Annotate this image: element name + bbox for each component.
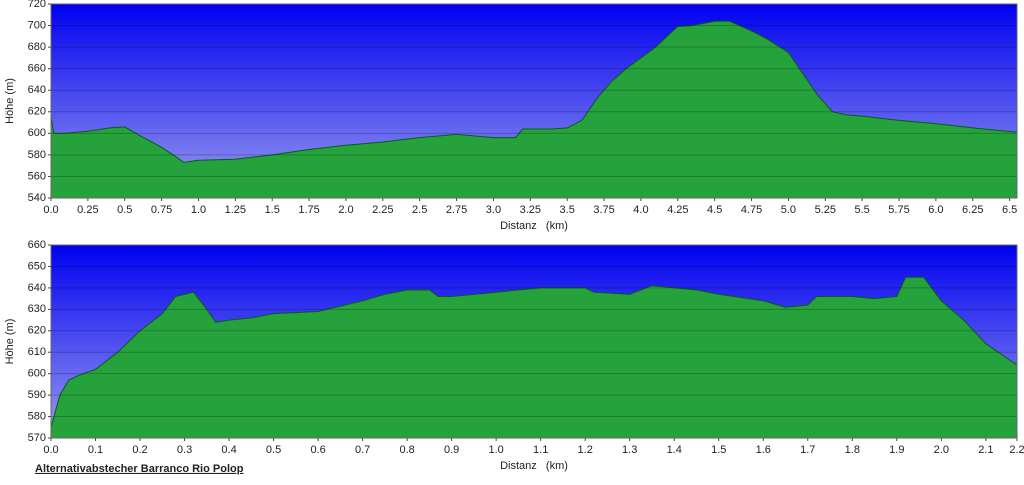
x-tick-label: 2.0	[338, 204, 353, 216]
x-tick-label: 2.0	[934, 444, 949, 456]
x-tick-label: 2.75	[446, 204, 467, 216]
elevation-area	[50, 276, 1018, 439]
y-tick-label: 620	[28, 106, 46, 118]
x-tick-label: 0.7	[355, 444, 370, 456]
x-tick-label: 0.4	[221, 444, 236, 456]
x-tick-label: 1.0	[489, 444, 504, 456]
y-tick-label: 700	[28, 19, 46, 31]
y-axis-label: Höhe (m)	[4, 319, 16, 365]
y-tick-label: 560	[28, 170, 46, 182]
x-axis-label: Distanz (km)	[500, 460, 568, 472]
y-tick-label: 570	[28, 432, 46, 444]
x-tick-label: 2.2	[1009, 444, 1024, 456]
x-tick-label: 3.5	[560, 204, 575, 216]
x-tick-label: 0.0	[43, 204, 58, 216]
x-tick-label: 5.0	[781, 204, 796, 216]
x-tick-label: 0.5	[266, 444, 281, 456]
x-tick-label: 1.75	[298, 204, 319, 216]
x-tick-label: 1.6	[756, 444, 771, 456]
x-tick-label: 4.0	[633, 204, 648, 216]
x-tick-label: 1.3	[622, 444, 637, 456]
x-tick-label: 5.25	[815, 204, 836, 216]
x-tick-label: 1.9	[889, 444, 904, 456]
x-tick-label: 0.6	[310, 444, 325, 456]
y-tick-label: 600	[28, 127, 46, 139]
x-tick-label: 0.3	[177, 444, 192, 456]
x-tick-label: 4.75	[741, 204, 762, 216]
x-tick-label: 5.5	[854, 204, 869, 216]
x-tick-label: 3.25	[520, 204, 541, 216]
x-tick-label: 1.4	[667, 444, 682, 456]
x-tick-label: 5.75	[888, 204, 909, 216]
y-tick-label: 620	[28, 325, 46, 337]
y-tick-label: 650	[28, 260, 46, 272]
x-tick-label: 4.25	[667, 204, 688, 216]
x-tick-label: 1.2	[578, 444, 593, 456]
y-tick-label: 720	[28, 0, 46, 10]
x-tick-label: 2.25	[372, 204, 393, 216]
x-tick-label: 1.7	[800, 444, 815, 456]
x-tick-label: 6.0	[928, 204, 943, 216]
x-tick-label: 0.5	[117, 204, 132, 216]
x-tick-label: 0.9	[444, 444, 459, 456]
x-tick-label: 0.2	[132, 444, 147, 456]
y-tick-label: 640	[28, 84, 46, 96]
elevation-area	[50, 20, 1018, 199]
x-tick-label: 6.25	[962, 204, 983, 216]
y-tick-label: 580	[28, 410, 46, 422]
x-tick-label: 3.75	[593, 204, 614, 216]
x-tick-label: 0.1	[88, 444, 103, 456]
y-tick-label: 660	[28, 63, 46, 75]
y-tick-label: 630	[28, 303, 46, 315]
x-tick-label: 0.0	[43, 444, 58, 456]
y-axis-label: Höhe (m)	[4, 78, 16, 124]
x-tick-label: 1.1	[533, 444, 548, 456]
x-tick-label: 0.8	[399, 444, 414, 456]
x-axis-label: Distanz (km)	[500, 220, 568, 232]
y-tick-label: 590	[28, 389, 46, 401]
x-tick-label: 0.75	[151, 204, 172, 216]
plot-frame	[50, 3, 1018, 199]
y-tick-label: 540	[28, 192, 46, 204]
x-tick-label: 0.25	[77, 204, 98, 216]
y-tick-label: 600	[28, 368, 46, 380]
y-tick-label: 640	[28, 282, 46, 294]
footer-title: Alternativabstecher Barranco Rio Polop	[35, 463, 244, 475]
x-tick-label: 4.5	[707, 204, 722, 216]
y-tick-label: 610	[28, 346, 46, 358]
x-tick-label: 6.5	[1002, 204, 1017, 216]
x-tick-label: 1.25	[225, 204, 246, 216]
x-tick-label: 2.5	[412, 204, 427, 216]
x-tick-label: 1.5	[711, 444, 726, 456]
x-tick-label: 1.8	[845, 444, 860, 456]
plot-frame	[50, 244, 1018, 439]
x-tick-label: 1.5	[265, 204, 280, 216]
y-tick-label: 680	[28, 41, 46, 53]
y-tick-label: 580	[28, 149, 46, 161]
x-tick-label: 3.0	[486, 204, 501, 216]
y-tick-label: 660	[28, 239, 46, 251]
x-tick-label: 2.1	[978, 444, 993, 456]
x-tick-label: 1.0	[191, 204, 206, 216]
